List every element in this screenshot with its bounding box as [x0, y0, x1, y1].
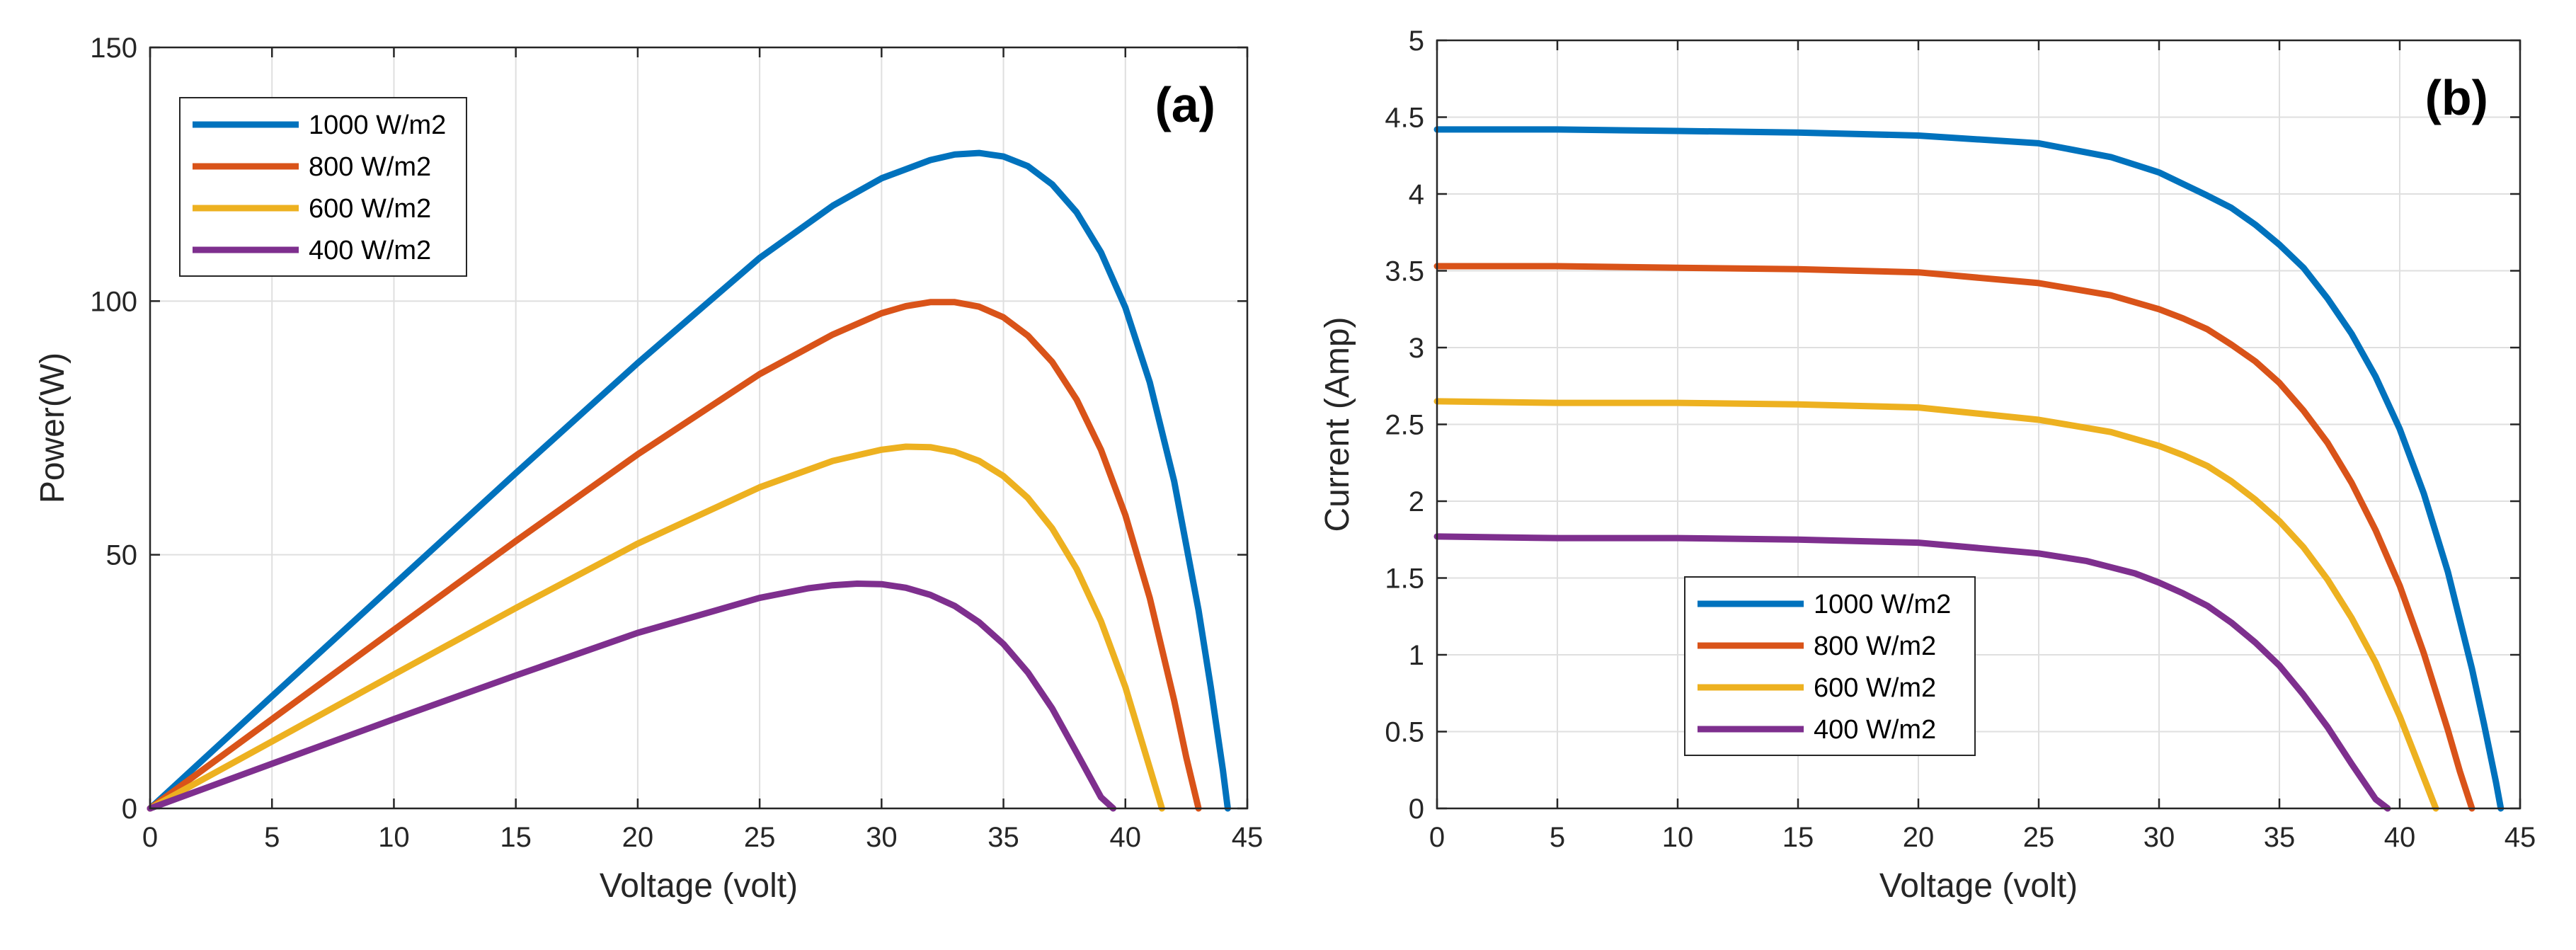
x-tick-label: 0 — [142, 822, 158, 853]
series-line-3 — [1433, 398, 2439, 812]
y-tick-label: 50 — [106, 540, 138, 571]
y-tick-label: 0.5 — [1385, 717, 1424, 748]
series-line-4 — [1433, 533, 2391, 812]
legend-label-1: 1000 W/m2 — [309, 110, 446, 140]
legend-label-2: 800 W/m2 — [309, 152, 431, 182]
y-tick-label: 0 — [122, 794, 137, 825]
series-line-3 — [147, 443, 1165, 812]
legend: 1000 W/m2 800 W/m2 600 W/m2 400 W/m2 — [179, 97, 467, 277]
axes-box — [149, 46, 1249, 810]
y-axis-label: Current (Amp) — [1319, 316, 1356, 532]
x-tick-label: 10 — [378, 822, 410, 853]
legend: 1000 W/m2 800 W/m2 600 W/m2 400 W/m2 — [1684, 576, 1976, 756]
y-tick-label: 5 — [1409, 25, 1424, 57]
x-tick-label: 25 — [744, 822, 776, 853]
y-tick-label: 4 — [1409, 179, 1424, 210]
x-tick-label: 25 — [2023, 822, 2055, 853]
x-axis-label: Voltage (volt) — [600, 867, 798, 905]
series-line-2 — [147, 299, 1202, 812]
x-tick-label: 10 — [1662, 822, 1694, 853]
y-tick-label: 100 — [90, 286, 137, 317]
y-tick-label: 3.5 — [1385, 256, 1424, 287]
x-tick-label: 20 — [622, 822, 654, 853]
x-tick-label: 40 — [2384, 822, 2416, 853]
x-tick-label: 35 — [2264, 822, 2296, 853]
x-axis-label: Voltage (volt) — [1879, 867, 2078, 905]
y-tick-label: 150 — [90, 33, 137, 64]
y-tick-label: 1.5 — [1385, 563, 1424, 595]
chart-panel-1: 0 5 10 15 20 25 30 35 40 45 0 50 100 150 Voltage (volt… — [34, 33, 1263, 905]
x-tick-label: 20 — [1903, 822, 1935, 853]
x-tick-label: 15 — [1782, 822, 1814, 853]
x-tick-label: 40 — [1110, 822, 1142, 853]
x-tick-label: 15 — [500, 822, 532, 853]
y-tick-label: 2.5 — [1385, 410, 1424, 441]
legend-label-4: 400 W/m2 — [1814, 715, 1936, 745]
legend-label-2: 800 W/m2 — [1814, 631, 1936, 661]
series-line-1 — [147, 149, 1231, 812]
y-axis-label: Power(W) — [34, 353, 71, 503]
y-tick-label: 4.5 — [1385, 103, 1424, 134]
y-tick-label: 0 — [1409, 794, 1424, 825]
x-tick-label: 5 — [264, 822, 280, 853]
legend-label-4: 400 W/m2 — [309, 236, 431, 265]
panel-label: (b) — [2425, 70, 2488, 125]
legend-label-1: 1000 W/m2 — [1814, 590, 1951, 619]
series-line-1 — [1433, 126, 2505, 812]
x-tick-label: 5 — [1550, 822, 1565, 853]
x-tick-label: 45 — [2505, 822, 2536, 853]
legend-label-3: 600 W/m2 — [309, 194, 431, 224]
legend-label-3: 600 W/m2 — [1814, 673, 1936, 703]
series-line-4 — [147, 580, 1117, 812]
x-tick-label: 0 — [1429, 822, 1445, 853]
chart-panel-2: 0 5 10 15 20 25 30 35 40 45 0 0.5 1 1.5 2 2.5 3 3.5 4 4.5 5 V… — [1319, 25, 2536, 905]
panel-label: (a) — [1155, 77, 1215, 132]
x-tick-label: 30 — [866, 822, 898, 853]
y-tick-label: 3 — [1409, 333, 1424, 364]
series-line-2 — [1433, 263, 2475, 812]
y-tick-label: 1 — [1409, 640, 1424, 671]
x-tick-label: 35 — [988, 822, 1019, 853]
x-tick-label: 45 — [1232, 822, 1264, 853]
y-tick-label: 2 — [1409, 486, 1424, 517]
x-tick-label: 30 — [2143, 822, 2175, 853]
